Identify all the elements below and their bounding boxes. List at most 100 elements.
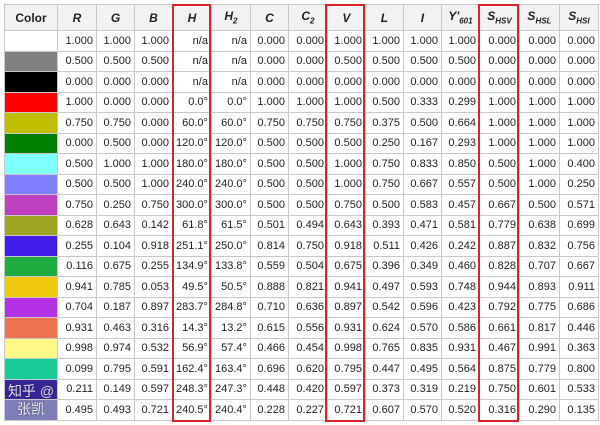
column-header: Y'601	[440, 4, 480, 31]
table-cell: 1.000	[478, 132, 520, 154]
table-cell: 0.779	[478, 214, 520, 236]
table-cell: 0.583	[402, 194, 442, 216]
table-cell: 0.887	[478, 235, 520, 257]
table-cell: n/a	[172, 30, 212, 52]
table-cell: 0.710	[249, 296, 289, 318]
table-cell: 0.686	[558, 296, 599, 318]
color-swatch	[5, 31, 57, 51]
table-cell: 0.875	[478, 358, 520, 380]
column-header-label: S	[487, 9, 496, 24]
color-swatch-cell	[4, 30, 58, 52]
table-cell: 0.448	[249, 378, 289, 400]
table-cell: 0.750	[326, 194, 366, 216]
color-swatch	[5, 236, 57, 256]
table-cell: 0.785	[96, 276, 135, 298]
table-cell: 1.000	[558, 91, 599, 113]
table-cell: 0.721	[326, 399, 366, 421]
table-cell: 0.500	[134, 50, 173, 72]
table-cell: 0.500	[518, 194, 560, 216]
column-header: SHSL	[518, 4, 560, 31]
table-row: 0.941 0.785 0.053 49.5° 50.5° 0.888 0.821 0.941…	[4, 276, 599, 298]
table-cell: 1.000	[478, 91, 520, 113]
color-swatch-cell	[4, 276, 58, 298]
color-swatch-cell	[4, 255, 58, 277]
table-cell: 0.667	[402, 173, 442, 195]
column-header-label: S	[527, 9, 536, 24]
table-cell: 0.447	[364, 358, 404, 380]
table-cell: 0.053	[134, 276, 173, 298]
column-header-label: B	[149, 10, 158, 25]
table-cell: 1.000	[96, 153, 135, 175]
table-cell: 0.400	[558, 153, 599, 175]
table-cell: 0.228	[249, 399, 289, 421]
table-cell: 120.0°	[172, 132, 212, 154]
color-swatch-cell	[4, 194, 58, 216]
table-cell: 0.500	[326, 132, 366, 154]
color-swatch-cell	[4, 235, 58, 257]
table-cell: 61.5°	[210, 214, 251, 236]
table-cell: 0.500	[364, 194, 404, 216]
table-cell: 0.500	[326, 50, 366, 72]
table-cell: 0.497	[364, 276, 404, 298]
table-cell: 1.000	[364, 30, 404, 52]
table-cell: 0.591	[134, 358, 173, 380]
table-cell: 0.495	[402, 358, 442, 380]
column-header-label: C	[265, 10, 274, 25]
table-cell: 0.500	[478, 153, 520, 175]
table-cell: 0.319	[402, 378, 442, 400]
table-cell: 1.000	[57, 91, 97, 113]
table-row: 0.500 0.500 1.000 240.0° 240.0° 0.500 0.500 1.0…	[4, 173, 599, 195]
table-cell: 0.941	[326, 276, 366, 298]
column-header-label: Color	[15, 10, 47, 25]
color-swatch	[5, 154, 57, 174]
table-cell: 0.500	[57, 153, 97, 175]
table-cell: 0.099	[57, 358, 97, 380]
column-header-label: I	[420, 10, 425, 25]
table-cell: 251.1°	[172, 235, 212, 257]
table-cell: 0.494	[287, 214, 328, 236]
table-cell: 0.467	[478, 337, 520, 359]
table-cell: 0.466	[249, 337, 289, 359]
table-cell: 14.3°	[172, 317, 212, 339]
table-cell: 0.570	[402, 317, 442, 339]
table-cell: 0.750	[364, 153, 404, 175]
table-cell: 0.795	[96, 358, 135, 380]
table-cell: 0.564	[440, 358, 480, 380]
table-cell: 0.000	[287, 71, 328, 93]
table-cell: 0.911	[558, 276, 599, 298]
color-values-table: Color R G B H H2 C C2 V L I Y'601 SHSV SHSL SHSI 1.000…	[4, 4, 599, 421]
table-cell: 120.0°	[210, 132, 251, 154]
table-cell: 300.0°	[172, 194, 212, 216]
table-cell: 0.000	[96, 91, 135, 113]
table-cell: 49.5°	[172, 276, 212, 298]
table-cell: 0.227	[287, 399, 328, 421]
table-cell: 1.000	[402, 30, 442, 52]
table-cell: 56.9°	[172, 337, 212, 359]
table-cell: 0.211	[57, 378, 97, 400]
table-cell: 0.500	[402, 50, 442, 72]
table-cell: 0.149	[96, 378, 135, 400]
table-cell: 0.897	[326, 296, 366, 318]
table-cell: 0.661	[478, 317, 520, 339]
table-cell: 0.000	[558, 30, 599, 52]
color-swatch-cell	[4, 50, 58, 72]
table-cell: 1.000	[558, 132, 599, 154]
column-header-subscript: 2	[233, 16, 238, 26]
table-cell: 0.219	[440, 378, 480, 400]
table-cell: 0.000	[287, 30, 328, 52]
table-cell: 0.750	[287, 235, 328, 257]
table-cell: 0.393	[364, 214, 404, 236]
table-cell: 0.316	[478, 399, 520, 421]
table-cell: 0.664	[440, 112, 480, 134]
table-row: 0.255 0.104 0.918 251.1° 250.0° 0.814 0.750 0.9…	[4, 235, 599, 257]
table-cell: 0.850	[440, 153, 480, 175]
table-cell: 1.000	[326, 30, 366, 52]
color-swatch	[5, 113, 57, 133]
column-header: Color	[4, 4, 58, 31]
column-header: G	[96, 4, 135, 31]
table-cell: 0.832	[518, 235, 560, 257]
table-cell: 0.000	[478, 30, 520, 52]
table-cell: 0.750	[249, 112, 289, 134]
table-cell: 0.586	[440, 317, 480, 339]
table-cell: 0.333	[402, 91, 442, 113]
